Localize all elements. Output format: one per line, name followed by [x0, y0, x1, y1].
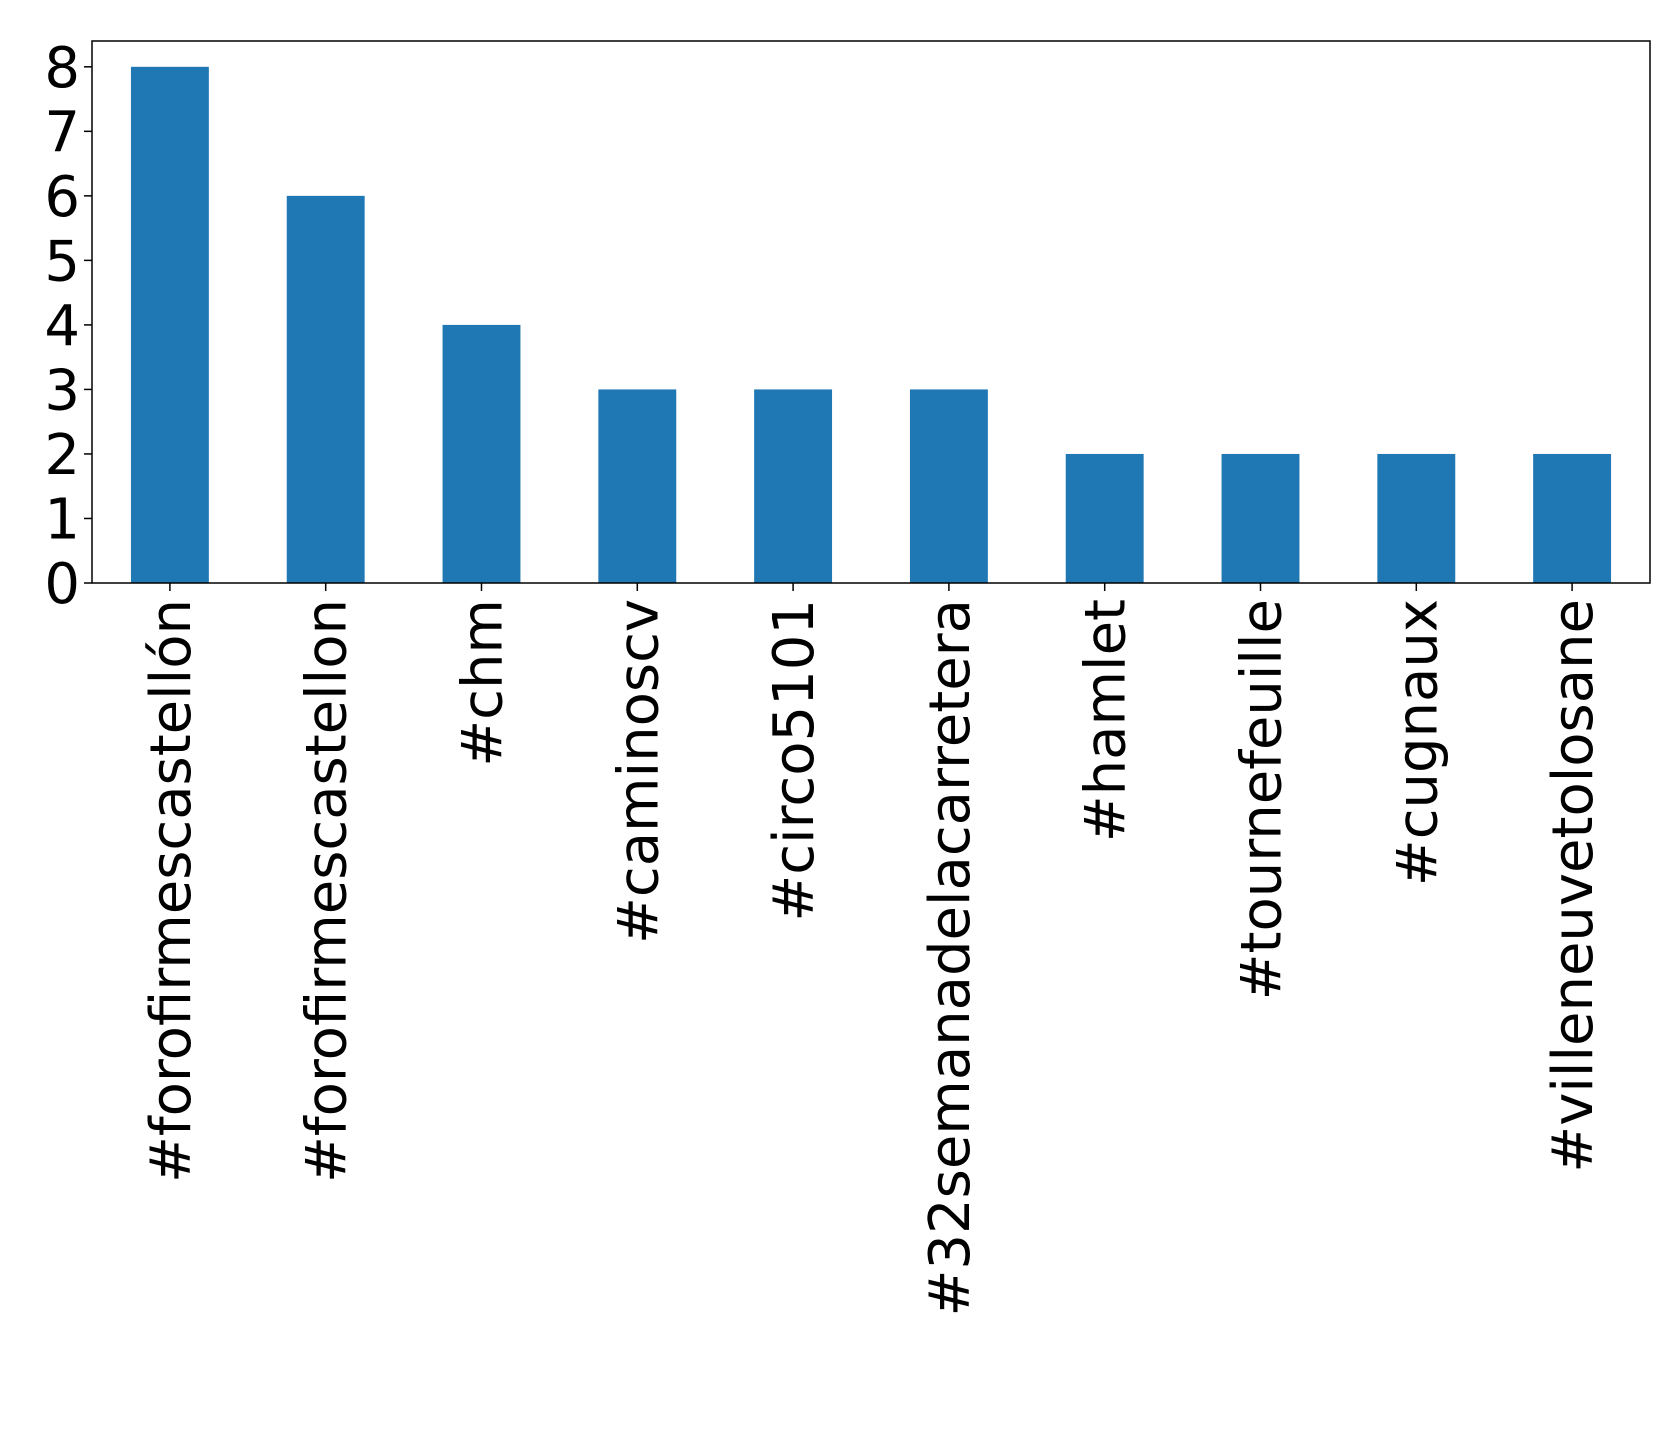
bar	[1065, 453, 1144, 583]
bars-group	[130, 66, 1612, 584]
x-tick-label: #circo5101	[762, 599, 827, 922]
plot-frame	[91, 40, 1651, 584]
x-tick-label: #chm	[451, 599, 516, 767]
y-tick-label: 2	[44, 423, 80, 488]
bar	[1533, 453, 1612, 583]
y-tick-label: 5	[44, 229, 80, 294]
y-tick-label: 7	[44, 100, 80, 165]
bar	[1377, 453, 1456, 583]
x-axis: #forofirmescastellón #forofirmescastellon…	[139, 583, 1606, 1317]
x-tick-label: #forofirmescastellon	[295, 599, 360, 1183]
y-tick-label: 0	[44, 552, 80, 617]
x-tick-label: #hamlet	[1074, 599, 1139, 842]
x-tick-label: #tournefeuille	[1230, 599, 1295, 1000]
bar	[598, 389, 677, 583]
x-tick-label: #cugnaux	[1385, 599, 1450, 886]
x-tick-label: #villeneuvetolosane	[1541, 599, 1606, 1173]
y-tick-label: 4	[44, 294, 80, 359]
bar	[130, 66, 209, 584]
x-tick-label: #forofirmescastellón	[139, 599, 204, 1183]
x-tick-label: #32semanadelacarretera	[918, 599, 983, 1317]
y-tick-label: 3	[44, 358, 80, 423]
bar	[286, 195, 365, 583]
bar	[754, 389, 833, 583]
bar	[442, 324, 521, 583]
bar	[909, 389, 988, 583]
y-tick-label: 6	[44, 165, 80, 230]
y-tick-label: 1	[44, 487, 80, 552]
y-tick-label: 8	[44, 36, 80, 101]
bar	[1221, 453, 1300, 583]
x-tick-label: #caminoscv	[606, 599, 671, 944]
